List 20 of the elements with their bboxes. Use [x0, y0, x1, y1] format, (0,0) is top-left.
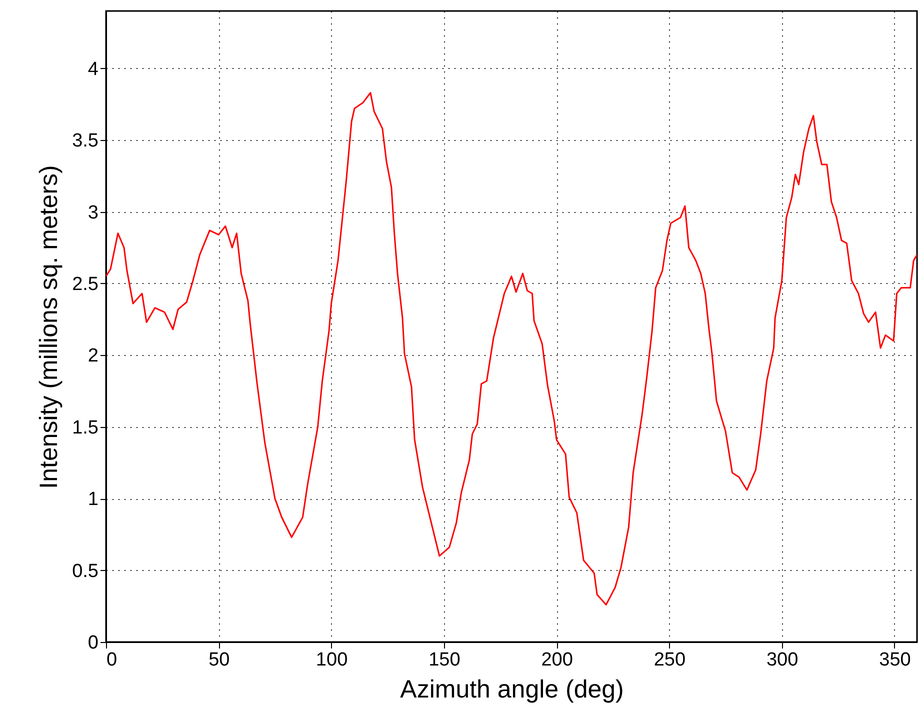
y-tick-label: 4	[88, 58, 99, 80]
y-tick-label: 0.5	[72, 560, 98, 582]
x-tick-label: 50	[208, 650, 230, 670]
y-tick-label: 1	[88, 489, 98, 510]
y-tick-label: 0	[88, 632, 98, 654]
y-tick-label: 1.5	[72, 417, 98, 438]
y-tick-label: 2.5	[72, 274, 98, 295]
x-tick-label: 350	[879, 650, 911, 670]
x-tick-label: 250	[654, 650, 686, 670]
line-series	[106, 92, 917, 606]
x-tick-label: 100	[316, 650, 348, 670]
x-tick-label: 200	[541, 650, 573, 670]
y-axis-title: Intensity (millions sq. meters)	[35, 165, 64, 489]
x-axis-title: Azimuth angle (deg)	[400, 676, 624, 704]
x-tick-label: 150	[428, 650, 460, 670]
x-tick-label: 300	[766, 650, 798, 670]
y-tick-label: 2	[88, 346, 98, 367]
x-tick-label: 0	[106, 650, 118, 670]
y-tick-label: 3	[88, 202, 98, 224]
y-tick-label: 3.5	[72, 130, 98, 152]
